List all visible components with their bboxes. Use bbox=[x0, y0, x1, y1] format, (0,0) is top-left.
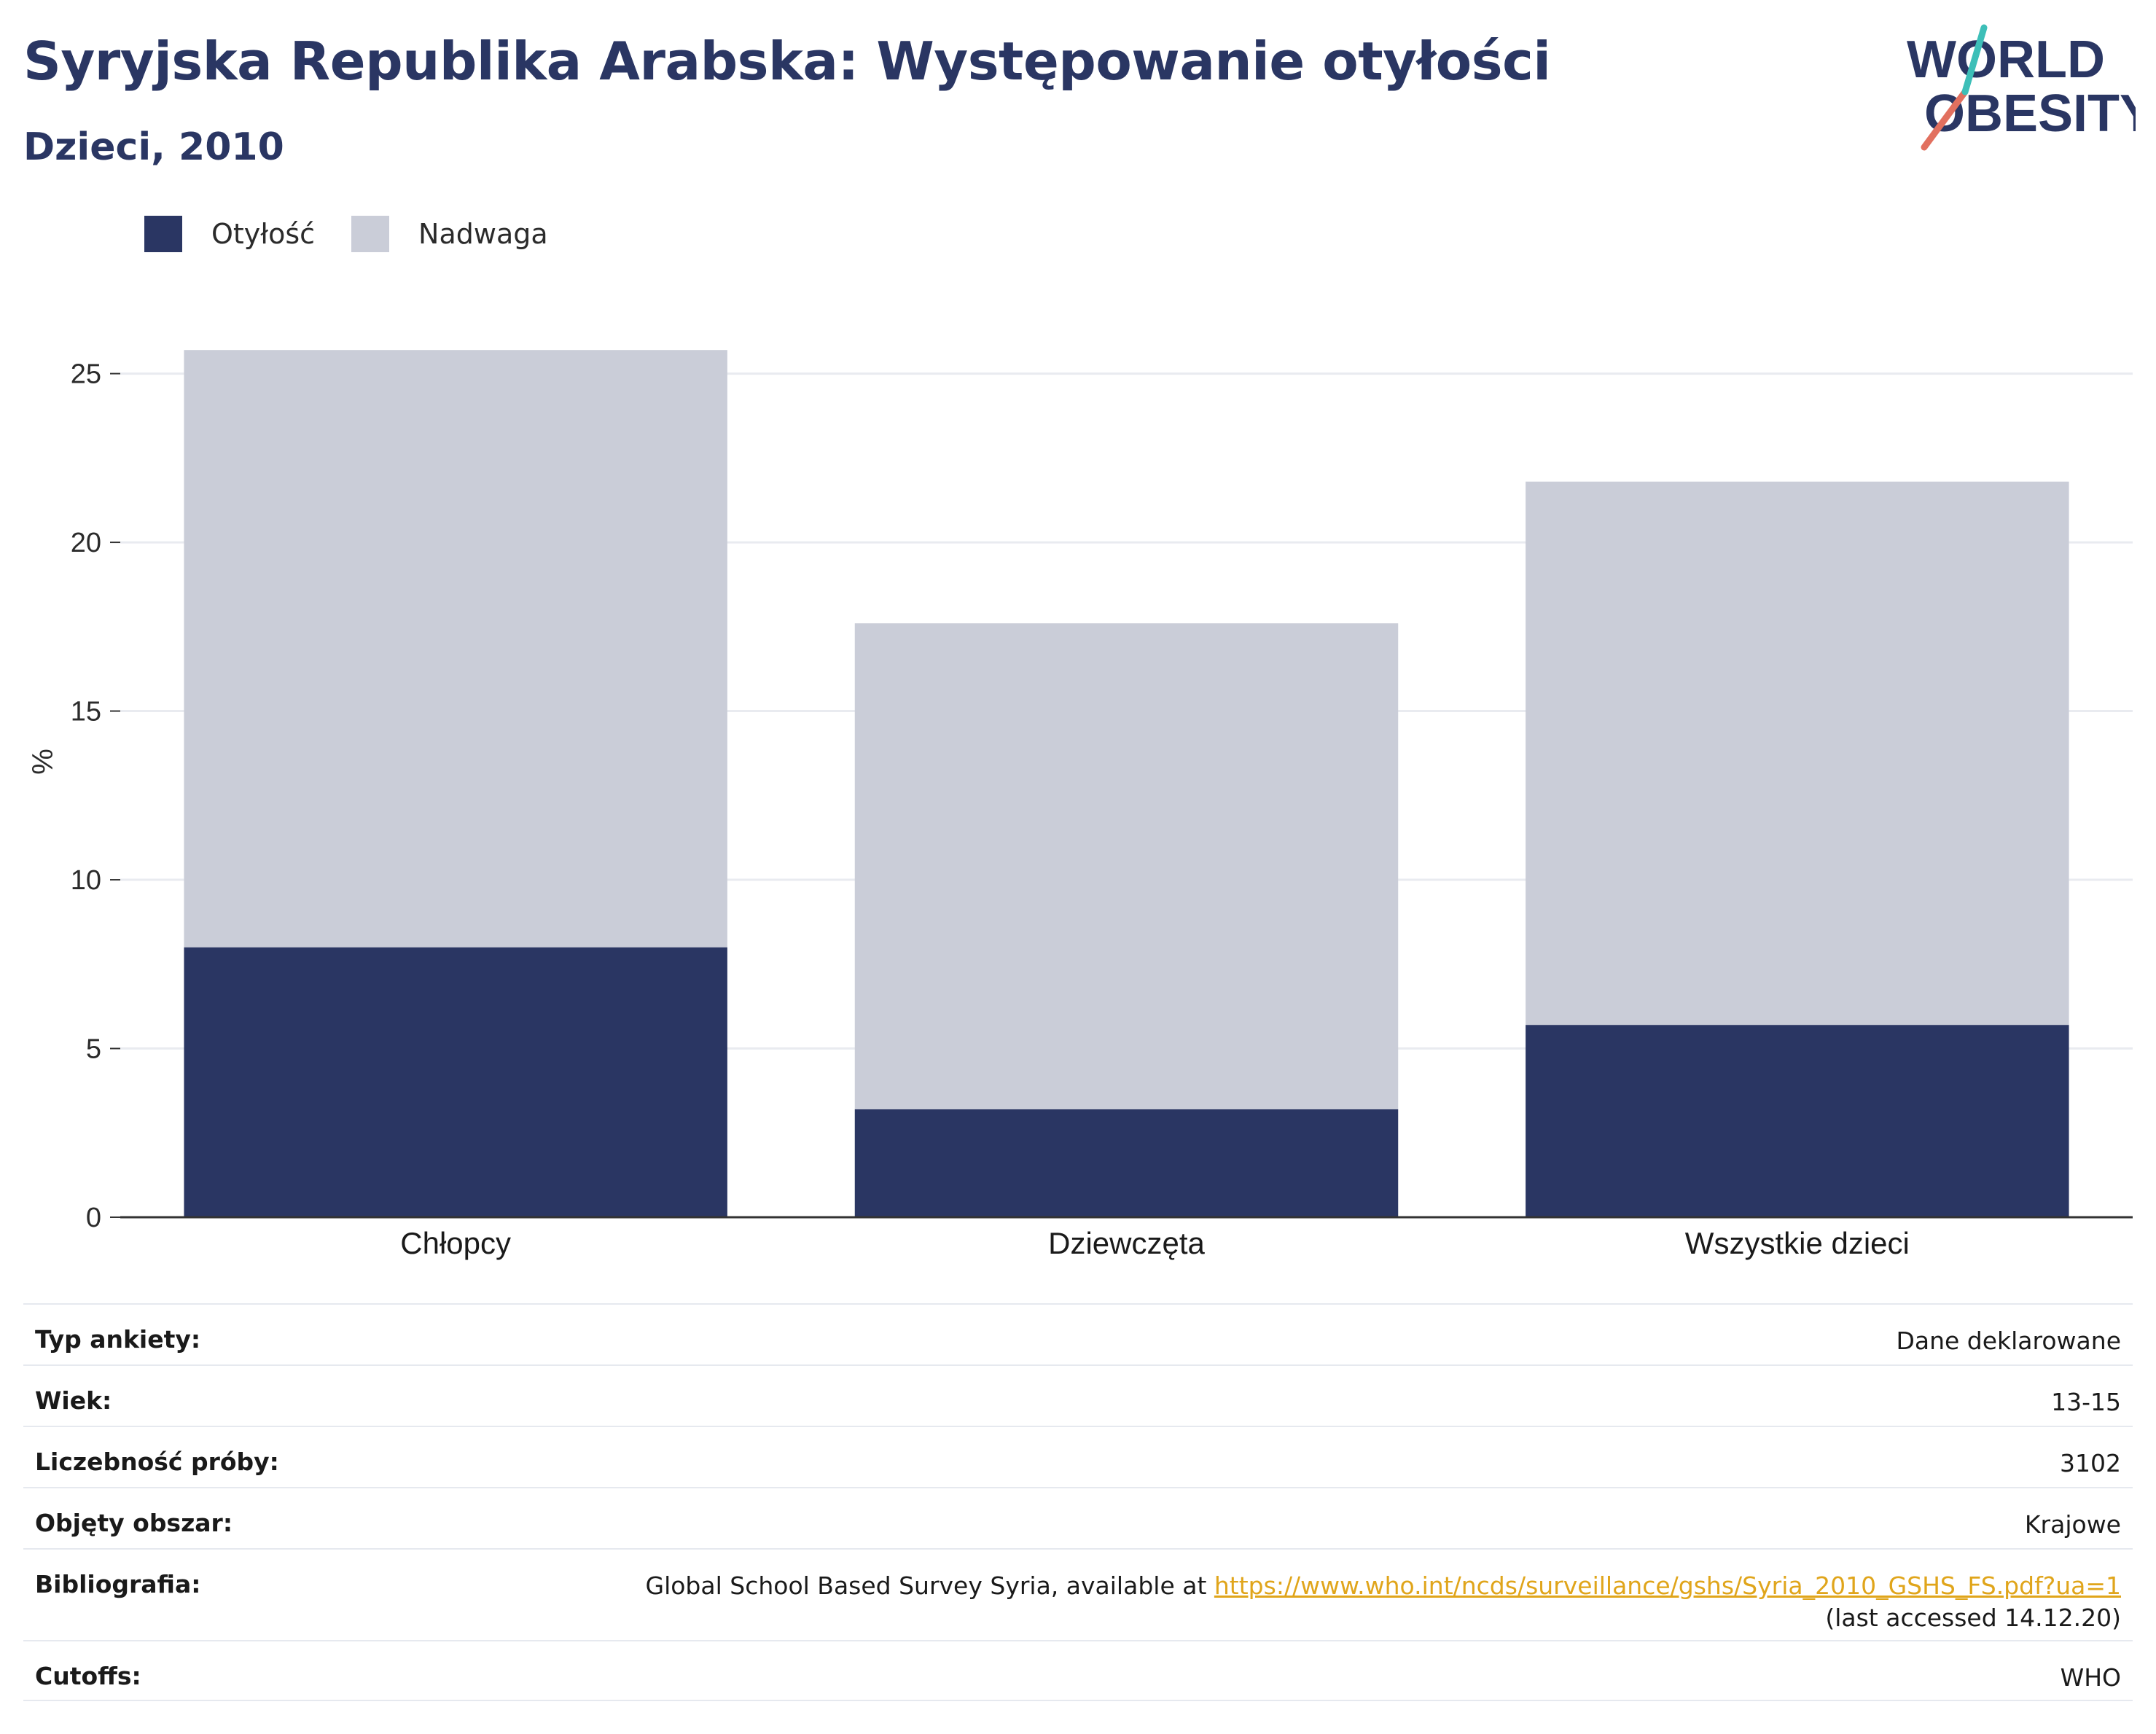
bibliography-text: Global School Based Survey Syria, availa… bbox=[645, 1571, 1214, 1600]
y-axis-label: % bbox=[27, 749, 59, 775]
info-row-sample-size: Liczebność próby: 3102 bbox=[23, 1426, 2133, 1487]
info-key: Bibliografia: bbox=[35, 1570, 201, 1598]
info-table: Typ ankiety: Dane deklarowane Wiek: 13-1… bbox=[23, 1303, 2133, 1701]
y-tick-label: 25 bbox=[71, 359, 101, 390]
x-tick-label: Chłopcy bbox=[400, 1226, 511, 1260]
info-value: Krajowe bbox=[2024, 1510, 2121, 1539]
bibliography-access-note: (last accessed 14.12.20) bbox=[1825, 1604, 2121, 1632]
bar-obesity bbox=[184, 947, 727, 1217]
info-key: Wiek: bbox=[35, 1386, 112, 1415]
page-title: Syryjska Republika Arabska: Występowanie… bbox=[23, 31, 1551, 92]
info-key: Objęty obszar: bbox=[35, 1509, 233, 1537]
info-value: 13-15 bbox=[2051, 1388, 2121, 1416]
x-tick-label: Dziewczęta bbox=[1048, 1226, 1205, 1260]
legend-label-obesity: Otyłość bbox=[211, 218, 316, 250]
logo-line2: OBESITY bbox=[1924, 85, 2136, 143]
legend-swatch-overweight bbox=[351, 216, 390, 252]
info-row-cutoffs: Cutoffs: WHO bbox=[23, 1640, 2133, 1701]
page-subtitle: Dzieci, 2010 bbox=[23, 125, 284, 169]
chart-legend: Otyłość Nadwaga bbox=[144, 216, 585, 252]
info-value: Global School Based Survey Syria, availa… bbox=[590, 1570, 2122, 1634]
info-row-age: Wiek: 13-15 bbox=[23, 1364, 2133, 1426]
logo-slash-teal bbox=[1961, 24, 1988, 95]
bar-overweight bbox=[184, 350, 727, 948]
info-value: 3102 bbox=[2060, 1449, 2121, 1477]
bar-overweight bbox=[1526, 481, 2069, 1026]
info-row-area: Objęty obszar: Krajowe bbox=[23, 1487, 2133, 1548]
info-value: WHO bbox=[2060, 1663, 2121, 1692]
y-tick-label: 20 bbox=[71, 528, 101, 558]
x-tick-label: Wszystkie dzieci bbox=[1685, 1226, 1910, 1260]
info-key: Typ ankiety: bbox=[35, 1325, 201, 1354]
logo-slash-coral bbox=[1921, 88, 1969, 151]
y-tick-label: 0 bbox=[86, 1203, 101, 1233]
info-row-bibliography: Bibliografia: Global School Based Survey… bbox=[23, 1548, 2133, 1640]
info-key: Cutoffs: bbox=[35, 1662, 141, 1690]
logo-line1: WORLD bbox=[1907, 31, 2105, 89]
y-tick-label: 10 bbox=[71, 865, 101, 896]
info-key: Liczebność próby: bbox=[35, 1448, 279, 1476]
world-obesity-logo: WORLD OBESITY bbox=[1907, 24, 2136, 151]
y-tick-label: 5 bbox=[86, 1034, 101, 1065]
legend-swatch-obesity bbox=[144, 216, 182, 252]
info-value: Dane deklarowane bbox=[1896, 1327, 2121, 1355]
info-row-survey-type: Typ ankiety: Dane deklarowane bbox=[23, 1303, 2133, 1364]
stacked-bar-chart: 0 5 10 15 20 25% Chłopcy Dziewczęta Wszystkie dz… bbox=[27, 350, 2133, 1260]
bar-obesity bbox=[1526, 1025, 2069, 1217]
legend-label-overweight: Nadwaga bbox=[418, 218, 548, 250]
bar-obesity bbox=[854, 1109, 1399, 1217]
y-tick-label: 15 bbox=[71, 697, 101, 727]
bibliography-link[interactable]: https://www.who.int/ncds/surveillance/gs… bbox=[1214, 1571, 2121, 1600]
bar-overweight bbox=[854, 623, 1399, 1109]
